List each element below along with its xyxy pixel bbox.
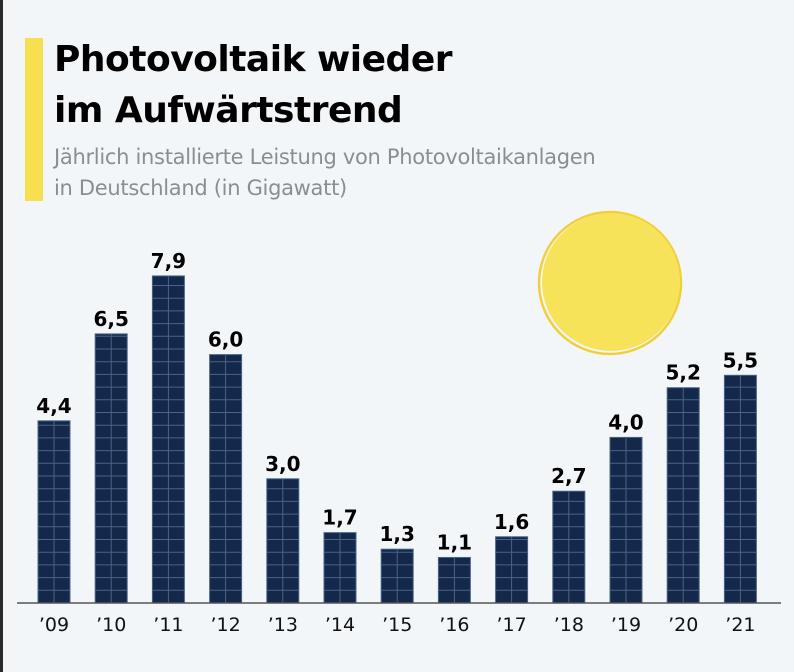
frame-edge bbox=[0, 0, 3, 672]
value-label: 1,3 bbox=[379, 522, 414, 546]
bar bbox=[609, 436, 643, 604]
bar bbox=[552, 490, 586, 604]
value-label: 2,7 bbox=[551, 464, 586, 488]
value-label: 1,6 bbox=[494, 510, 529, 534]
value-label: 6,0 bbox=[208, 328, 243, 352]
value-label: 1,7 bbox=[322, 506, 357, 530]
accent-bar bbox=[25, 38, 43, 201]
chart-subtitle: Jährlich installierte Leistung von Photo… bbox=[54, 142, 596, 204]
category-label: ’21 bbox=[725, 614, 755, 636]
category-label: ’09 bbox=[39, 614, 69, 636]
category-label: ’12 bbox=[210, 614, 240, 636]
value-label: 3,0 bbox=[265, 452, 300, 476]
category-label: ’10 bbox=[96, 614, 126, 636]
category-label: ’20 bbox=[668, 614, 698, 636]
category-label: ’11 bbox=[153, 614, 183, 636]
category-label: ’13 bbox=[268, 614, 298, 636]
bar bbox=[37, 420, 71, 604]
category-labels-group: ’09 ’10 ’11 ’12 ’13 ’14 ’15 ’16 ’17 ’18 ’19 ’20 ’21 bbox=[39, 614, 756, 636]
value-label: 6,5 bbox=[93, 307, 128, 331]
bar bbox=[380, 548, 414, 604]
value-label: 4,4 bbox=[36, 394, 71, 418]
bar bbox=[723, 374, 757, 604]
subtitle-line-2: in Deutschland (in Gigawatt) bbox=[54, 176, 347, 200]
category-label: ’16 bbox=[439, 614, 469, 636]
value-label: 5,2 bbox=[665, 361, 700, 385]
bars-group bbox=[37, 275, 757, 604]
category-label: ’15 bbox=[382, 614, 412, 636]
bar bbox=[323, 532, 357, 604]
bar bbox=[209, 354, 243, 604]
value-label: 1,1 bbox=[437, 530, 472, 554]
category-label: ’18 bbox=[554, 614, 584, 636]
category-label: ’19 bbox=[611, 614, 641, 636]
value-label: 5,5 bbox=[723, 348, 758, 372]
bar bbox=[94, 333, 128, 604]
bar bbox=[495, 536, 529, 604]
title-line-1: Photovoltaik wieder bbox=[54, 39, 453, 80]
bar bbox=[437, 556, 471, 604]
bar bbox=[266, 478, 300, 604]
bar bbox=[151, 275, 185, 604]
title-line-2: im Aufwärtstrend bbox=[54, 90, 403, 131]
subtitle-line-1: Jährlich installierte Leistung von Photo… bbox=[54, 145, 596, 169]
bar bbox=[666, 387, 700, 604]
category-label: ’14 bbox=[325, 614, 355, 636]
value-label: 7,9 bbox=[151, 249, 186, 273]
chart-title: Photovoltaik wieder im Aufwärtstrend bbox=[54, 34, 453, 136]
value-labels-group: 4,4 6,5 7,9 6,0 3,0 1,7 1,3 1,1 1,6 2,7 4,0 5,2 5,5 bbox=[36, 249, 758, 555]
category-label: ’17 bbox=[496, 614, 526, 636]
sun-icon bbox=[537, 210, 683, 356]
value-label: 4,0 bbox=[608, 410, 643, 434]
